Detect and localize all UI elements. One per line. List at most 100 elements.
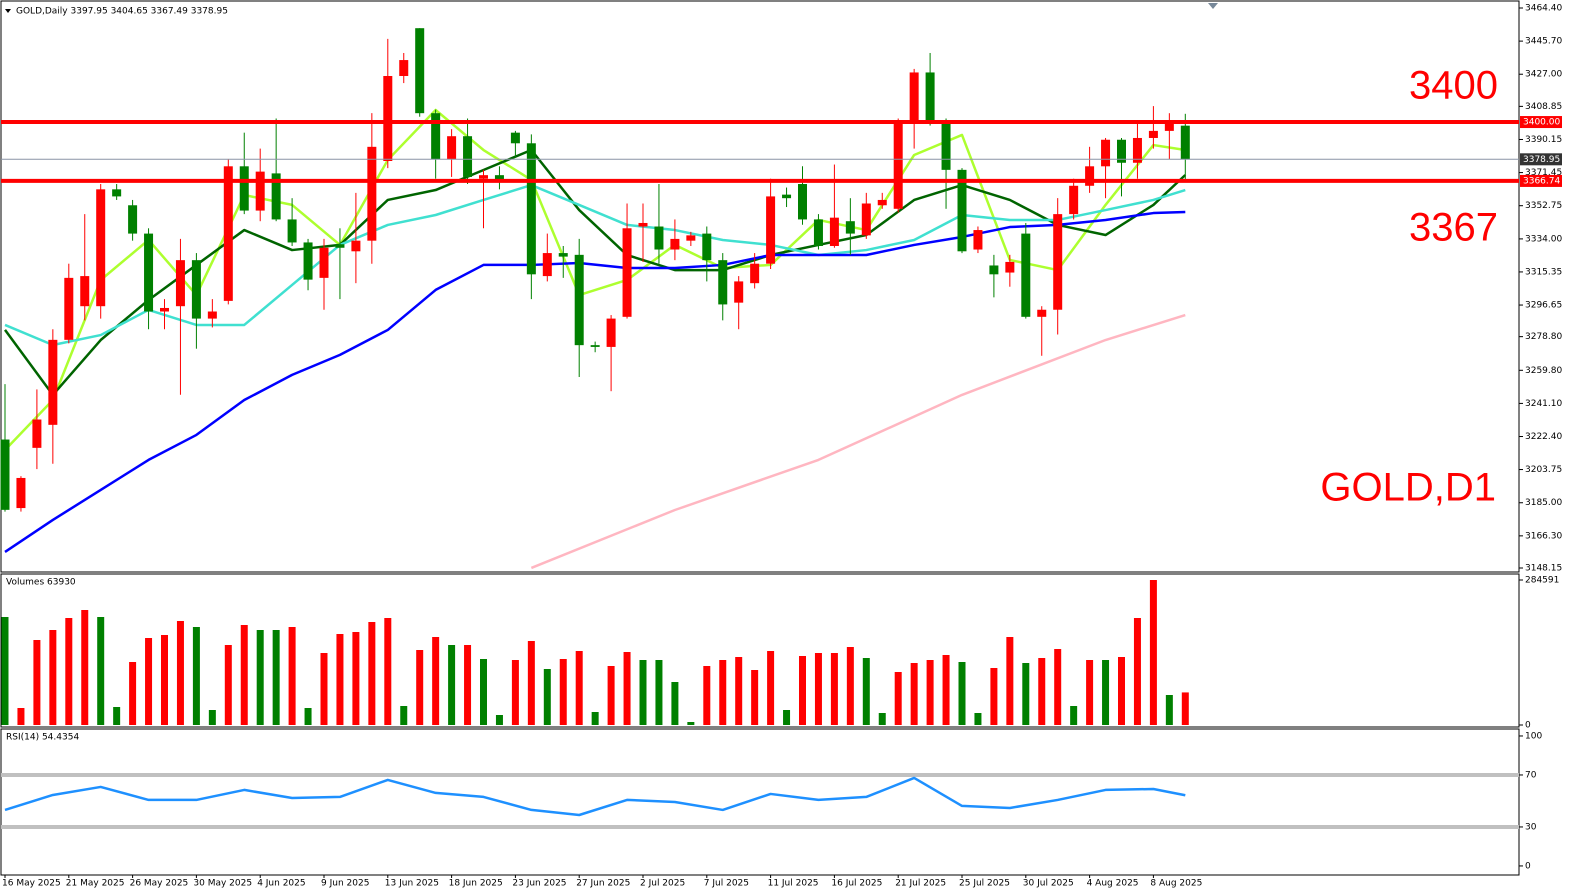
candle-body [351, 240, 361, 252]
volume-bar [304, 708, 312, 726]
candle-body [128, 205, 138, 234]
candle-body [877, 199, 887, 206]
volume-bar [623, 652, 631, 726]
volume-bar [33, 639, 41, 726]
candle-body [1053, 214, 1063, 310]
level-label: 3400.00 [1523, 118, 1560, 128]
candle-body [383, 75, 393, 161]
y-tick-label: 0 [1525, 721, 1531, 731]
y-tick-label: 3352.75 [1525, 201, 1562, 211]
volume-bar [224, 645, 232, 726]
volume-bar [783, 709, 791, 726]
candle-body [510, 132, 520, 144]
volume-bar [990, 668, 998, 726]
y-tick-label: 3203.75 [1525, 465, 1562, 475]
volume-bar [272, 629, 280, 726]
candle-body [829, 217, 839, 246]
current-price-label: 3378.95 [1523, 155, 1560, 165]
volume-bar [495, 715, 503, 726]
x-tick-label: 4 Jun 2025 [257, 879, 305, 889]
volume-bar [256, 629, 264, 726]
volume-bar [129, 662, 137, 726]
rsi-panel [0, 728, 1520, 876]
y-tick-label: 3390.15 [1525, 135, 1562, 145]
candle-body [989, 265, 999, 275]
volume-bar [288, 626, 296, 726]
x-tick-label: 26 May 2025 [130, 879, 189, 889]
level-box [1520, 174, 1562, 187]
candle-body [32, 419, 42, 448]
volume-bar [320, 653, 328, 726]
candle-body [494, 175, 504, 181]
volume-bar [208, 709, 216, 726]
volume-bar [655, 659, 663, 726]
candle-body [160, 307, 169, 312]
candle-body [590, 345, 600, 347]
candle-body [670, 238, 680, 250]
x-tick-label: 9 Jun 2025 [321, 879, 369, 889]
candle-body [415, 28, 425, 114]
candle-body [207, 311, 217, 319]
candle-body [941, 123, 951, 170]
volume-bar [910, 663, 918, 726]
volume-bar [416, 649, 424, 726]
candle-body [48, 339, 58, 425]
candle-body [0, 439, 10, 510]
y-tick-label: 70 [1525, 770, 1537, 780]
x-tick-label: 2 Jul 2025 [640, 879, 685, 889]
candle-body [479, 175, 488, 179]
volume-bar [1, 616, 9, 726]
volume-bar [703, 666, 711, 726]
indicator-line [4, 210, 1186, 554]
y-tick-label: 284591 [1525, 576, 1559, 586]
y-tick-label: 100 [1525, 731, 1542, 741]
shift-marker [1208, 3, 1218, 9]
candle-body [798, 184, 807, 220]
candle-body [144, 233, 154, 312]
volume-bar [1181, 692, 1189, 726]
annotation: GOLD,D1 [1320, 466, 1496, 510]
y-tick-label: 3222.40 [1525, 432, 1562, 442]
volume-bar [336, 633, 344, 726]
y-tick-label: 0 [1525, 861, 1531, 871]
y-tick-label: 3166.30 [1525, 531, 1562, 541]
candle-body [861, 203, 871, 236]
volume-panel [0, 573, 1520, 728]
y-tick-label: 3259.80 [1525, 366, 1562, 376]
volume-bar [1022, 663, 1030, 726]
indicator-line [4, 108, 1186, 451]
volume-bar [176, 620, 184, 726]
candle-body [813, 219, 823, 246]
volume-bar [671, 682, 679, 726]
volume-bar [862, 658, 870, 726]
volume-bar [49, 629, 57, 726]
volume-bar [240, 624, 248, 726]
volume-bar [97, 616, 105, 726]
x-tick-label: 25 Jul 2025 [959, 879, 1010, 889]
y-tick-label: 3148.15 [1525, 563, 1562, 573]
candle-body [80, 276, 90, 307]
indicator-line [3, 148, 1187, 397]
candle-body [319, 247, 329, 278]
candle-body [734, 281, 744, 303]
candle-body [1132, 137, 1142, 163]
x-tick-label: 23 Jun 2025 [512, 879, 566, 889]
volume-bar [81, 609, 89, 726]
x-tick-label: 13 Jun 2025 [385, 879, 439, 889]
x-tick-label: 27 Jun 2025 [576, 879, 630, 889]
candle-body [558, 253, 568, 257]
annotation: 3367 [1409, 206, 1498, 250]
volume-bar [145, 637, 153, 726]
candle-body [893, 123, 903, 209]
candle-body [112, 189, 122, 197]
candle-body [845, 221, 855, 234]
y-tick-label: 3427.00 [1525, 70, 1562, 80]
candle-body [1069, 185, 1079, 215]
y-tick-label: 3464.40 [1525, 4, 1562, 14]
volume-bar [575, 650, 583, 726]
candle-body [638, 222, 648, 227]
volume-bar [161, 635, 168, 726]
volume-bar [352, 632, 360, 726]
